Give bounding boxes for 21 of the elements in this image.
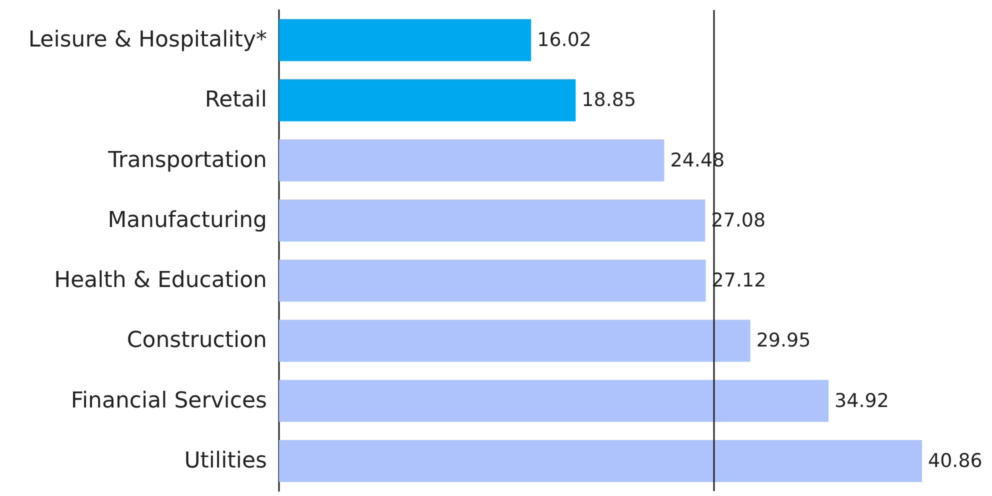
bar <box>279 260 706 302</box>
y-tick-label: Utilities <box>184 448 267 474</box>
y-tick-label: Construction <box>126 328 267 354</box>
data-label: 34.92 <box>834 390 889 412</box>
bar <box>279 380 829 422</box>
bar <box>279 199 706 242</box>
data-label: 16.02 <box>537 29 592 52</box>
y-tick-label: Transportation <box>107 148 267 173</box>
data-label: 18.85 <box>582 89 636 112</box>
bar <box>279 320 750 362</box>
bar <box>279 19 532 62</box>
y-tick-label: Financial Services <box>70 388 267 414</box>
y-tick-label: Leisure & Hospitality* <box>28 28 267 53</box>
bar <box>279 79 576 122</box>
y-tick-label: Manufacturing <box>108 208 267 233</box>
y-tick-label: Retail <box>204 88 267 113</box>
bar <box>279 139 664 182</box>
bar <box>279 440 922 482</box>
data-label: 40.86 <box>928 450 982 472</box>
data-label: 29.95 <box>756 330 811 352</box>
y-tick-label: Health & Education <box>54 268 267 294</box>
